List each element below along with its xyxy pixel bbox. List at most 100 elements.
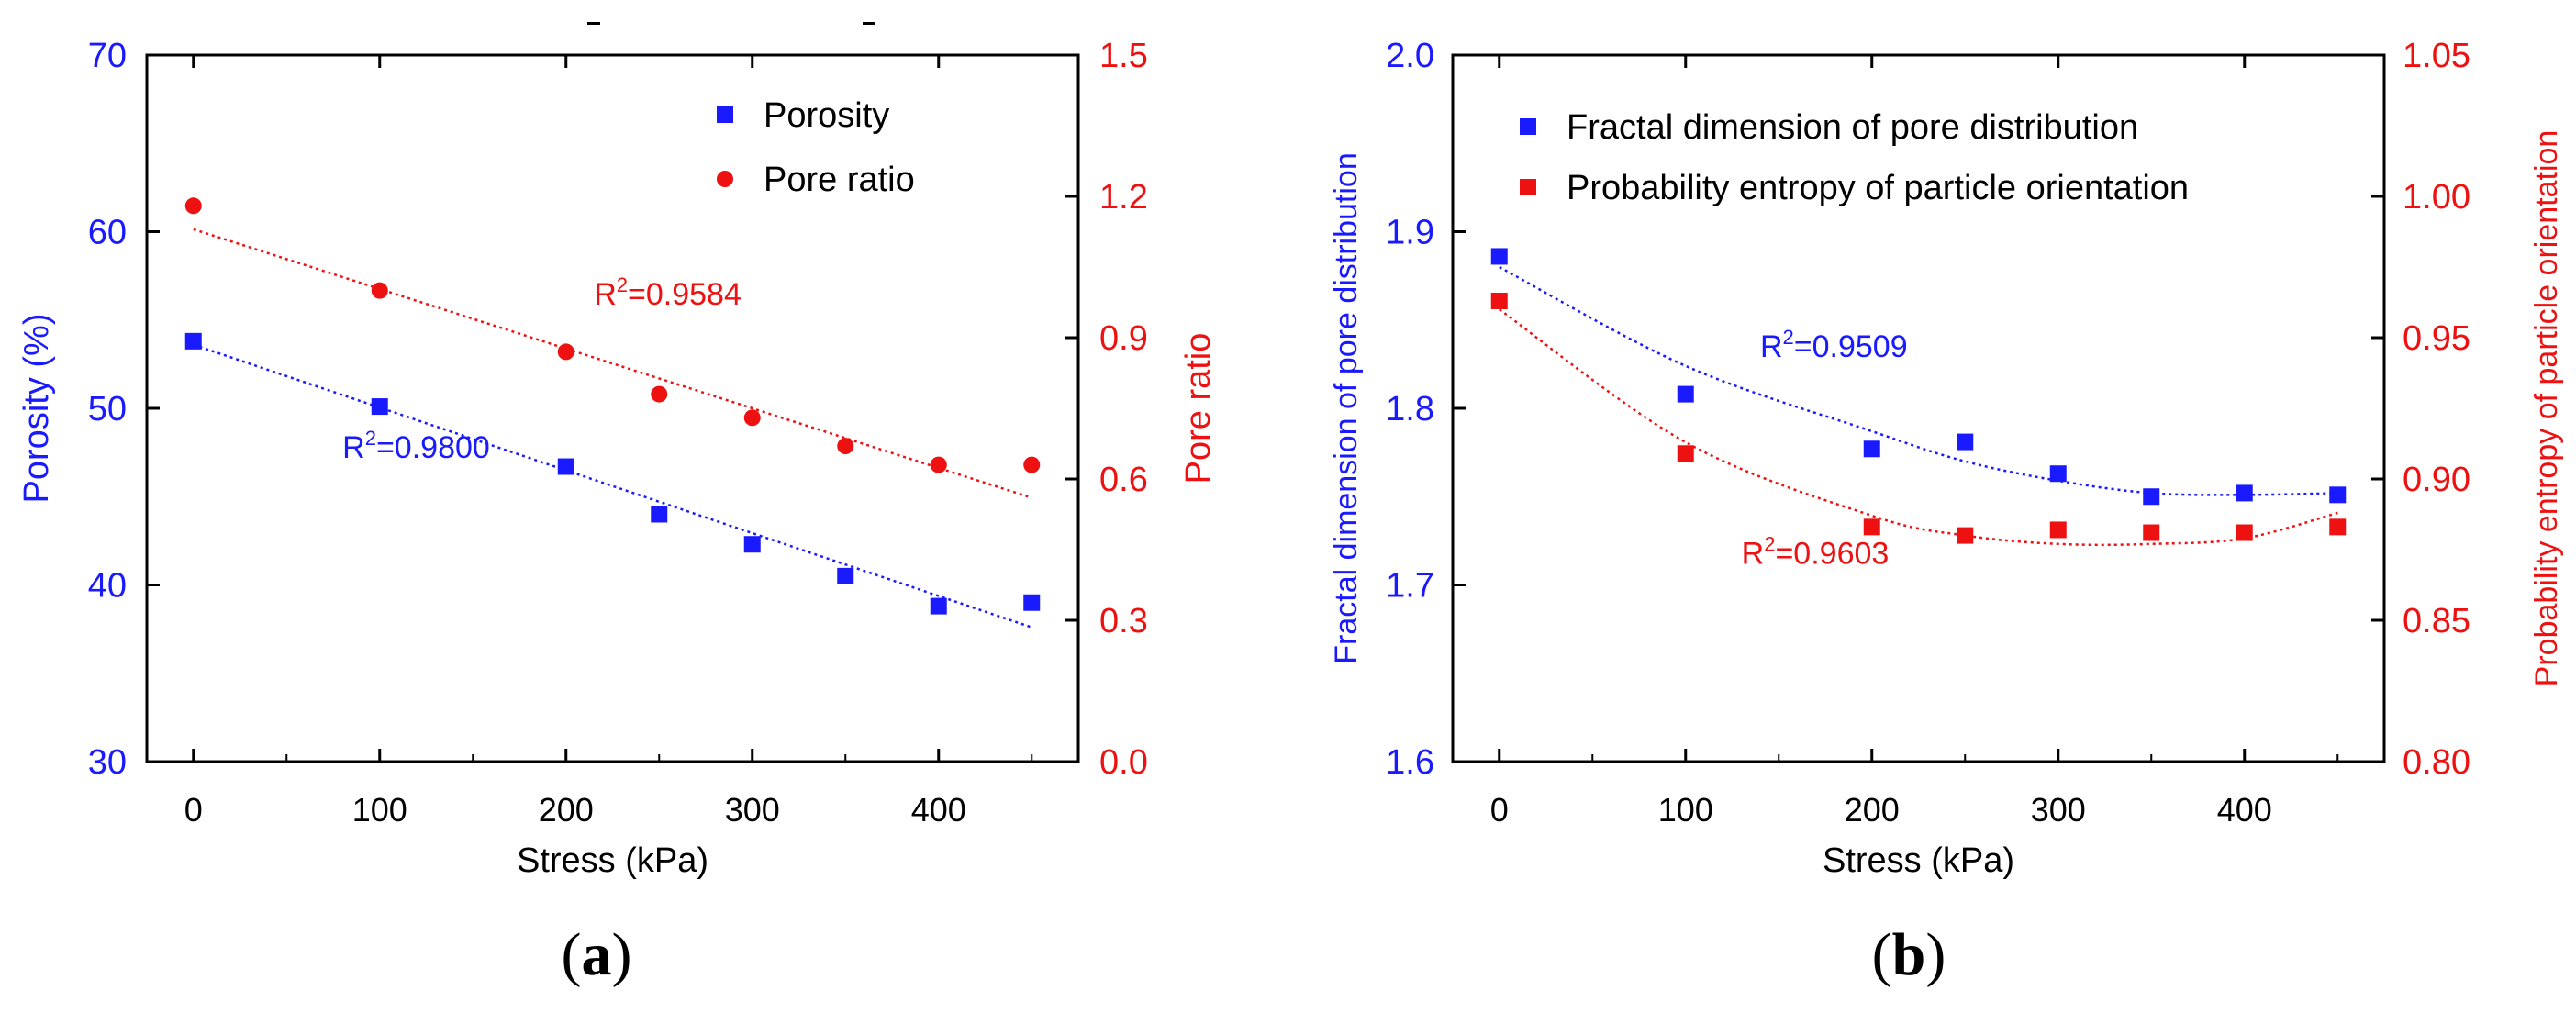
r2-symbol: R (594, 277, 617, 312)
data-point (2329, 518, 2347, 536)
r2-value: =0.9603 (1775, 536, 1889, 571)
y2-tick-label: 0.3 (1099, 602, 1148, 640)
x-axis-title: Stress (kPa) (1823, 841, 2014, 880)
y2-tick-label: 1.00 (2403, 178, 2470, 217)
data-point (1863, 440, 1880, 458)
y-tick-label: 1.6 (1386, 743, 1434, 782)
panel-label-letter: b (1892, 921, 1926, 988)
r2-symbol: R (342, 430, 365, 465)
data-point (2329, 486, 2347, 504)
y-tick-label: 30 (88, 743, 127, 782)
r2-superscript: 2 (365, 427, 376, 450)
data-point (1677, 385, 1694, 403)
r2-superscript: 2 (617, 273, 628, 296)
data-point (1863, 518, 1880, 536)
y2-axis-title: Pore ratio (1179, 333, 1218, 484)
data-point (1490, 292, 1508, 309)
y2-tick-label: 0.0 (1099, 743, 1148, 782)
panel-label-paren: ) (612, 921, 632, 988)
x-tick-label: 0 (1490, 791, 1509, 829)
y2-tick-label: 0.80 (2403, 743, 2470, 782)
legend-label: Fractal dimension of pore distribution (1567, 108, 2138, 147)
data-point (651, 385, 668, 403)
y-tick-label: 1.8 (1386, 390, 1434, 429)
r2-value: =0.9800 (376, 430, 490, 465)
fit-curve (1499, 308, 2338, 547)
data-point (837, 438, 854, 455)
panel-b: 0 100 200 300 400 1.6 1.7 1.8 1.9 2.0 0.80 0.85 0.90… (1329, 37, 2564, 988)
data-point (930, 456, 947, 473)
y2-tick-label: 1.2 (1099, 178, 1148, 217)
r2-symbol: R (1760, 329, 1783, 364)
panel-label: (a) (562, 921, 632, 988)
fit-curve (1499, 265, 2338, 496)
data-point (184, 197, 202, 215)
x-tick-label: 100 (352, 791, 407, 829)
x-tick-label: 300 (2031, 791, 2086, 829)
y2-tick-label: 1.05 (2403, 37, 2470, 75)
r2-superscript: 2 (1783, 326, 1794, 349)
stray-mark (587, 22, 600, 25)
y2-tick-label: 0.6 (1099, 461, 1148, 499)
panel-label-paren: ( (562, 921, 582, 988)
fit-line (193, 343, 1032, 629)
y-tick-label: 2.0 (1386, 37, 1434, 75)
data-point (930, 597, 947, 615)
r2-annotation: R2=0.9584 (594, 273, 742, 312)
y2-tick-label: 0.85 (2403, 602, 2470, 640)
x-tick-label: 0 (184, 791, 203, 829)
plot-frame (145, 53, 1080, 763)
x-tick-label: 100 (1658, 791, 1713, 829)
r2-value: =0.9584 (628, 277, 742, 312)
r2-annotation: R2=0.9800 (342, 427, 490, 465)
x-tick-label: 200 (539, 791, 594, 829)
data-point (1957, 527, 1974, 544)
data-point (2049, 465, 2067, 483)
legend-label: Porosity (764, 96, 889, 135)
x-tick-label: 400 (911, 791, 966, 829)
y2-tick-label: 1.5 (1099, 37, 1148, 75)
x-tick-label: 300 (725, 791, 780, 829)
y-tick-label: 50 (88, 390, 127, 429)
r2-symbol: R (1742, 536, 1765, 571)
legend-label: Probability entropy of particle orientat… (1567, 169, 2189, 207)
y2-tick-label: 0.95 (2403, 319, 2470, 358)
legend-marker (1520, 179, 1536, 195)
legend-marker (717, 171, 733, 187)
panel-label: (b) (1872, 921, 1946, 988)
r2-annotation: R2=0.9509 (1760, 326, 1908, 364)
data-point (2236, 524, 2253, 541)
x-tick-label: 400 (2217, 791, 2272, 829)
panel-label-paren: ) (1925, 921, 1946, 988)
data-point (1490, 248, 1508, 265)
data-point (743, 409, 761, 427)
panel-a: 0 100 200 300 400 30 40 50 60 70 0.0 0.3 0.6 0.9 1.2 1.… (17, 37, 1218, 988)
y2-tick-label: 0.90 (2403, 461, 2470, 499)
panel-label-paren: ( (1872, 921, 1892, 988)
data-point (2236, 484, 2253, 502)
data-point (2143, 524, 2160, 541)
data-point (1677, 445, 1694, 462)
data-point (184, 332, 202, 350)
x-tick-label: 200 (1845, 791, 1900, 829)
y-tick-label: 1.7 (1386, 567, 1434, 606)
data-point (2049, 521, 2067, 539)
y2-axis-title: Probability entropy of particle orientat… (2529, 130, 2564, 687)
legend-marker (1520, 118, 1536, 135)
panel-label-letter: a (582, 921, 612, 988)
fit-line (193, 228, 1032, 499)
data-point (1023, 594, 1041, 611)
r2-annotation: R2=0.9603 (1742, 532, 1890, 571)
y-tick-label: 70 (88, 37, 127, 75)
data-point (2143, 488, 2160, 506)
stray-mark (863, 22, 875, 25)
data-point (651, 506, 668, 523)
y2-tick-label: 0.9 (1099, 319, 1148, 358)
y-axis-title: Fractal dimension of pore distribution (1329, 152, 1364, 664)
data-point (371, 282, 388, 299)
data-point (371, 398, 388, 416)
data-point (557, 343, 574, 361)
r2-value: =0.9509 (1794, 329, 1908, 364)
plot-frame (1451, 53, 2386, 763)
